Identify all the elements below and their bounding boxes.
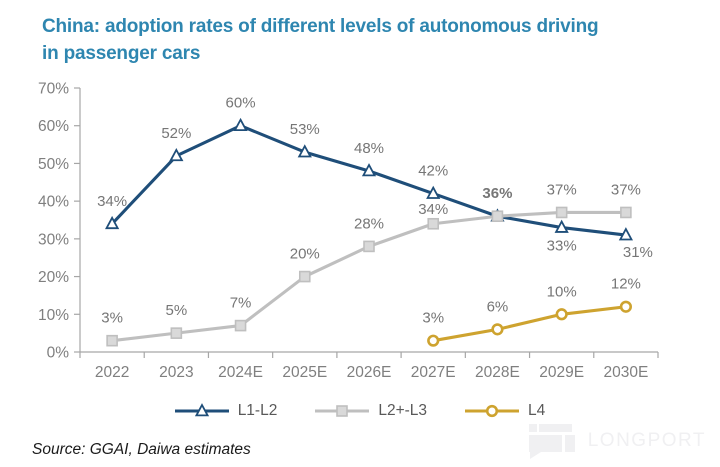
- x-tick-label: 2024E: [218, 364, 263, 381]
- data-label: 37%: [547, 181, 577, 198]
- data-label: 12%: [611, 276, 641, 293]
- legend-marker-square-icon: [315, 405, 370, 417]
- series-line-L4: [432, 305, 627, 343]
- triangle-marker: [618, 227, 633, 241]
- x-tick-label: 2029E: [539, 364, 584, 381]
- square-marker: [170, 327, 183, 339]
- x-tick-label: 2027E: [411, 364, 456, 381]
- y-tick-label: 20%: [38, 269, 69, 286]
- data-label: 3%: [422, 310, 444, 327]
- y-tick-label: 40%: [38, 194, 69, 211]
- data-label: 33%: [547, 238, 577, 255]
- data-label: 7%: [230, 295, 252, 312]
- x-tick-label: 2023: [159, 364, 193, 381]
- circle-marker: [491, 323, 504, 336]
- watermark-text: LONGPORT: [587, 430, 706, 451]
- y-tick-label: 60%: [38, 118, 69, 135]
- data-label: 42%: [418, 163, 448, 180]
- triangle-marker: [105, 215, 120, 230]
- data-label: 37%: [611, 181, 641, 198]
- square-marker: [491, 210, 504, 223]
- legend-marker-triangle-icon: [174, 403, 229, 417]
- source-note: Source: GGAI, Daiwa estimates: [32, 441, 251, 458]
- square-marker: [298, 270, 311, 283]
- legend-item-L4: L4: [465, 402, 545, 420]
- square-marker: [336, 405, 349, 417]
- triangle-marker: [194, 403, 209, 417]
- x-tick-label: 2030E: [603, 364, 648, 381]
- square-marker: [106, 334, 118, 347]
- triangle-marker: [554, 219, 569, 233]
- circle-marker: [619, 300, 632, 313]
- data-label: 60%: [226, 95, 256, 112]
- y-tick-label: 10%: [38, 307, 69, 324]
- chart-legend: L1-L2 L2+-L3 L4: [0, 399, 720, 423]
- y-tick-label: 30%: [38, 231, 69, 248]
- data-label: 34%: [418, 201, 448, 218]
- square-marker: [555, 206, 568, 219]
- longport-logo-icon: [528, 424, 575, 459]
- x-tick-label: 2025E: [282, 364, 327, 381]
- y-tick-label: 70%: [38, 81, 69, 98]
- legend-marker-circle-icon: [465, 404, 520, 418]
- triangle-marker: [233, 117, 248, 132]
- triangle-marker: [169, 147, 184, 162]
- series-L1-L2: 34% 52% 60% 53% 48% 42% 36% 33% 31%: [97, 95, 653, 261]
- data-label: 3%: [101, 310, 123, 327]
- data-label: 20%: [290, 246, 320, 263]
- legend-item-L2+-L3: L2+-L3: [315, 402, 427, 420]
- series-L2+-L3: 3% 5% 7% 20% 28% 34% 37% 37%: [101, 181, 641, 347]
- circle-marker: [485, 404, 499, 418]
- triangle-marker: [426, 185, 441, 199]
- legend-label: L4: [528, 402, 546, 419]
- y-tick-label: 50%: [38, 156, 69, 173]
- circle-marker: [427, 334, 440, 347]
- x-tick-label: 2028E: [475, 364, 520, 381]
- series-L4: 3% 6% 10% 12%: [422, 276, 641, 347]
- square-marker: [363, 240, 375, 253]
- x-tick-label: 2026E: [347, 364, 392, 381]
- watermark: LONGPORT: [528, 423, 706, 459]
- data-label: 52%: [161, 125, 191, 142]
- data-label: 10%: [547, 283, 577, 300]
- data-label: 53%: [290, 121, 320, 138]
- data-label: 31%: [623, 244, 653, 261]
- legend-item-L1-L2: L1-L2: [174, 402, 278, 420]
- data-label: 36%: [482, 185, 512, 202]
- x-tick-label: 2022: [95, 364, 129, 381]
- square-marker: [234, 319, 247, 332]
- page-title: China: adoption rates of different level…: [42, 13, 599, 67]
- data-label: 48%: [354, 140, 384, 157]
- data-label: 28%: [354, 215, 384, 232]
- triangle-marker: [297, 144, 312, 158]
- legend-label: L2+-L3: [378, 402, 428, 419]
- legend-label: L1-L2: [237, 402, 278, 419]
- y-tick-label: 0%: [47, 345, 70, 362]
- data-label: 5%: [165, 302, 187, 319]
- square-marker: [620, 206, 632, 219]
- data-label: 34%: [97, 193, 127, 210]
- page-title-line2: in passenger cars: [42, 43, 201, 64]
- circle-marker: [555, 308, 568, 321]
- data-label: 6%: [487, 298, 509, 315]
- square-marker: [427, 217, 440, 230]
- triangle-marker: [361, 163, 377, 177]
- page-title-line1: China: adoption rates of different level…: [42, 16, 599, 37]
